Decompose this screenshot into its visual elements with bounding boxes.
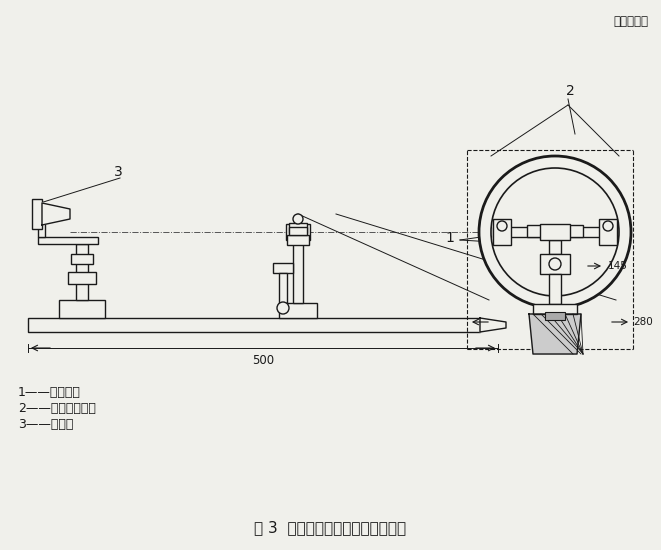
Polygon shape: [529, 314, 581, 354]
Bar: [493, 227, 617, 237]
Bar: [286, 224, 310, 240]
Circle shape: [603, 221, 613, 231]
Text: 280: 280: [633, 317, 653, 327]
Circle shape: [497, 221, 507, 231]
Bar: [540, 224, 570, 240]
Bar: [38, 237, 98, 244]
Bar: [32, 199, 42, 229]
Bar: [71, 254, 93, 264]
Text: 145: 145: [608, 261, 628, 271]
Text: 1——白炽灯；: 1——白炽灯；: [18, 386, 81, 399]
Text: 2: 2: [566, 84, 574, 98]
Polygon shape: [480, 318, 506, 332]
Bar: [68, 272, 96, 284]
Polygon shape: [42, 203, 70, 225]
Text: 2——环形荧光灯；: 2——环形荧光灯；: [18, 402, 96, 415]
Bar: [289, 227, 307, 235]
Circle shape: [277, 302, 289, 314]
Text: 500: 500: [252, 354, 274, 367]
Circle shape: [549, 258, 561, 270]
Circle shape: [491, 168, 619, 296]
Bar: [289, 223, 307, 233]
Text: 3——试样。: 3——试样。: [18, 417, 73, 431]
Bar: [599, 219, 617, 245]
Bar: [28, 318, 480, 332]
Bar: [76, 244, 88, 300]
Circle shape: [293, 214, 303, 224]
Bar: [549, 240, 561, 254]
Bar: [533, 304, 577, 314]
Bar: [59, 300, 105, 318]
Bar: [549, 274, 561, 304]
Text: 3: 3: [114, 165, 122, 179]
Bar: [279, 273, 287, 303]
Bar: [273, 263, 293, 273]
Bar: [293, 227, 303, 303]
Text: 图 3  环境光线干扰模拟装置结构图: 图 3 环境光线干扰模拟装置结构图: [254, 520, 406, 536]
Text: 1: 1: [445, 231, 454, 245]
Bar: [545, 312, 565, 320]
Bar: [540, 254, 570, 274]
Bar: [493, 219, 511, 245]
Bar: [38, 213, 45, 237]
Bar: [33, 207, 50, 213]
Bar: [527, 225, 583, 237]
Text: 单位为毫米: 单位为毫米: [613, 15, 648, 28]
Bar: [287, 235, 309, 245]
Bar: [279, 303, 317, 318]
Circle shape: [479, 156, 631, 308]
